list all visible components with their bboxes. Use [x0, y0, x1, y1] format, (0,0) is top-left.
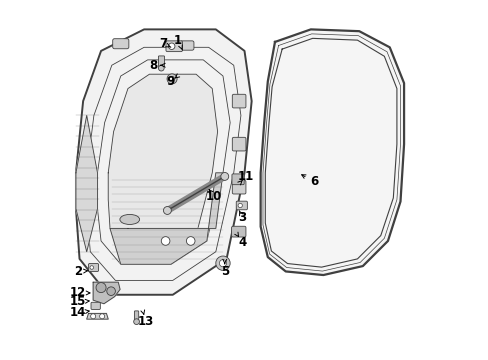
Circle shape [90, 314, 96, 319]
Circle shape [221, 172, 228, 180]
FancyBboxPatch shape [232, 180, 245, 194]
Circle shape [186, 237, 195, 245]
Text: 7: 7 [160, 37, 167, 50]
Circle shape [158, 65, 164, 71]
Polygon shape [93, 282, 120, 304]
FancyBboxPatch shape [165, 41, 182, 51]
Text: 9: 9 [166, 75, 175, 88]
Circle shape [90, 266, 93, 269]
Circle shape [219, 260, 226, 267]
Polygon shape [76, 116, 97, 252]
Text: 1: 1 [174, 33, 182, 47]
Text: 12: 12 [69, 287, 86, 300]
Text: 5: 5 [220, 265, 228, 278]
Polygon shape [76, 30, 251, 295]
Circle shape [133, 319, 139, 324]
Circle shape [163, 207, 171, 215]
FancyBboxPatch shape [231, 174, 244, 185]
Circle shape [106, 287, 115, 296]
Circle shape [161, 237, 169, 245]
Text: 10: 10 [205, 190, 222, 203]
Polygon shape [108, 74, 217, 246]
Circle shape [96, 283, 106, 293]
FancyBboxPatch shape [232, 94, 245, 108]
FancyBboxPatch shape [231, 226, 245, 237]
Circle shape [167, 74, 177, 84]
FancyBboxPatch shape [91, 302, 100, 310]
FancyBboxPatch shape [158, 56, 164, 67]
FancyBboxPatch shape [112, 39, 128, 49]
Polygon shape [86, 314, 108, 319]
Text: 14: 14 [69, 306, 86, 319]
Text: 13: 13 [138, 315, 154, 328]
Text: 4: 4 [238, 236, 246, 249]
Polygon shape [260, 30, 403, 275]
Text: 11: 11 [238, 170, 254, 183]
FancyBboxPatch shape [232, 137, 245, 151]
Circle shape [168, 43, 175, 49]
Text: 2: 2 [74, 265, 81, 278]
FancyBboxPatch shape [236, 201, 247, 210]
Text: 8: 8 [149, 59, 157, 72]
Circle shape [169, 76, 174, 81]
Circle shape [215, 256, 230, 270]
Ellipse shape [120, 215, 139, 225]
Circle shape [238, 203, 242, 208]
Text: 6: 6 [310, 175, 318, 188]
FancyBboxPatch shape [88, 264, 99, 271]
FancyBboxPatch shape [134, 311, 139, 321]
Text: 3: 3 [238, 211, 246, 224]
Text: 15: 15 [69, 296, 86, 309]
Polygon shape [110, 173, 223, 264]
FancyBboxPatch shape [180, 41, 194, 50]
Circle shape [100, 314, 104, 319]
